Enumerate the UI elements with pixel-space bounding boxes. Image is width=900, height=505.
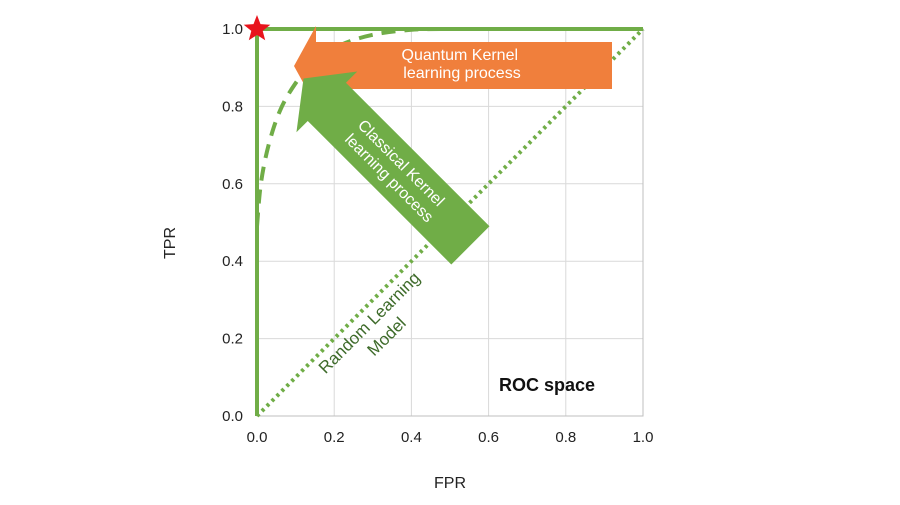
y-tick-label: 0.8	[222, 98, 243, 115]
y-tick-label: 0.6	[222, 176, 243, 193]
x-tick-label: 1.0	[633, 429, 654, 446]
x-tick-label: 0.4	[401, 429, 422, 446]
quantum-kernel-arrow-shape	[294, 26, 612, 106]
optimal-point-star-icon	[243, 15, 271, 41]
x-tick-label: 0.2	[324, 429, 345, 446]
random-model-label-line1: Random Learning	[315, 268, 424, 377]
tick-labels: 0.0 0.2 0.4 0.6 0.8 1.0 0.0 0.2 0.4 0.6 0.8 1.0	[222, 21, 653, 446]
marker-layer	[243, 15, 271, 41]
quantum-kernel-label-line2: learning process	[403, 65, 520, 82]
y-tick-label: 0.2	[222, 331, 243, 348]
x-axis-title: FPR	[434, 475, 466, 492]
x-tick-label: 0.0	[247, 429, 268, 446]
y-tick-label: 0.0	[222, 408, 243, 425]
y-axis-title: TPR	[162, 227, 179, 259]
quantum-kernel-label-line1: Quantum Kernel	[402, 47, 519, 64]
classical-kernel-arrow-shape	[296, 71, 490, 265]
roc-space-label: ROC space	[499, 375, 595, 395]
quantum-kernel-arrow: Quantum Kernel learning process	[294, 26, 612, 106]
x-tick-label: 0.6	[478, 429, 499, 446]
quantum-kernel-label: Quantum Kernel learning process	[402, 47, 523, 82]
y-tick-label: 1.0	[222, 21, 243, 38]
y-tick-label: 0.4	[222, 253, 243, 270]
x-tick-label: 0.8	[555, 429, 576, 446]
